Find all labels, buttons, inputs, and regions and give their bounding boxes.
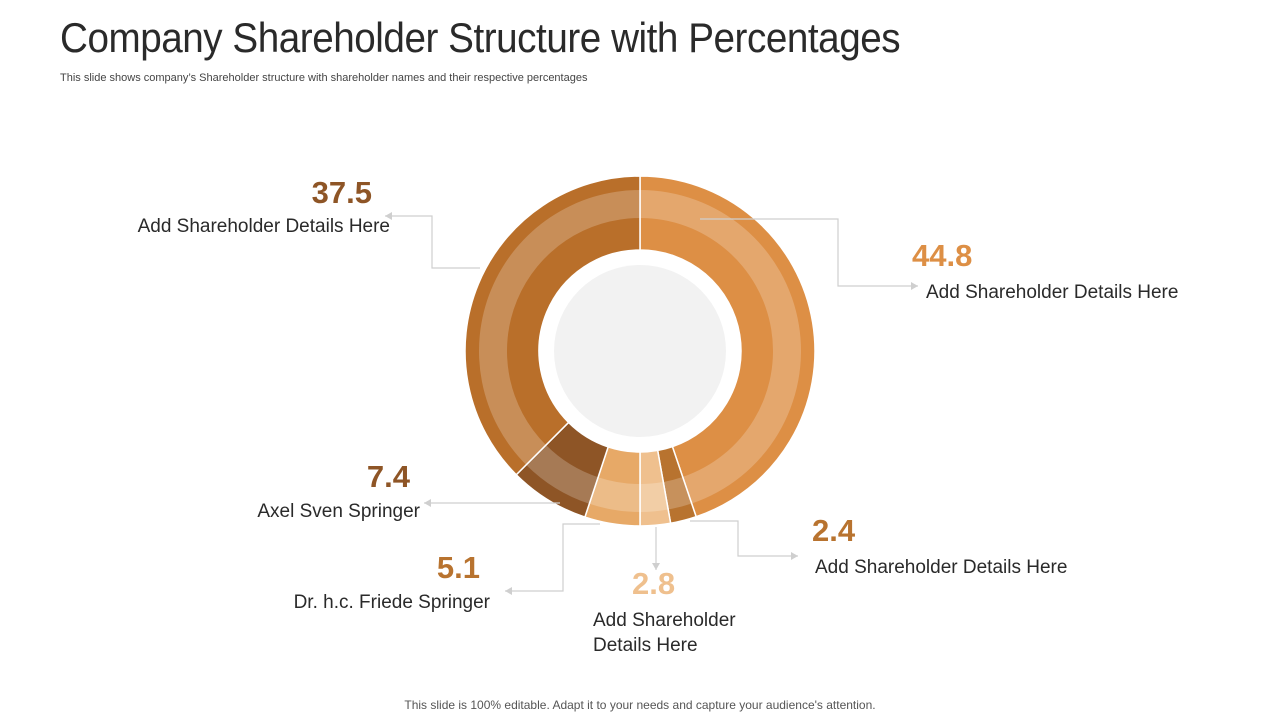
- slice-value-7-4: 7.4: [366, 459, 410, 494]
- slide-footer: This slide is 100% editable. Adapt it to…: [404, 698, 876, 712]
- slice-value-2-4: 2.4: [812, 513, 856, 548]
- slice-3: [583, 445, 641, 527]
- slice-value-5-1: 5.1: [436, 550, 480, 585]
- slice-value-37-5: 37.5: [311, 175, 372, 210]
- leader-5-1-arrow: [505, 587, 512, 595]
- slice-label-7-4: Axel Sven Springer: [257, 501, 420, 522]
- leader-2-8-arrow: [652, 563, 660, 570]
- slice-label-2-8: Add Shareholder Details Here: [593, 610, 736, 656]
- leader-44-8-arrow: [911, 282, 918, 290]
- slice-label-2-4: Add Shareholder Details Here: [815, 557, 1068, 578]
- leader-7-4-arrow: [424, 499, 431, 507]
- slide-title: Company Shareholder Structure with Perce…: [60, 14, 901, 61]
- donut-center-disc: [554, 265, 726, 437]
- leader-5-1: [505, 523, 600, 592]
- slice-band-2: [640, 481, 669, 512]
- leader-37-5: [385, 215, 480, 269]
- slice-band-5: [479, 190, 640, 465]
- slice-value-44-8: 44.8: [912, 238, 973, 273]
- slice-band-0: [640, 190, 801, 504]
- leader-37-5-arrow: [385, 212, 392, 220]
- slice-band-3: [589, 477, 640, 512]
- leader-44-8: [700, 218, 918, 287]
- slice-band-4: [526, 445, 599, 504]
- slice-band-1: [663, 476, 692, 510]
- leader-2-4-arrow: [791, 552, 798, 560]
- slice-value-2-8: 2.8: [632, 566, 676, 601]
- slide-subtitle: This slide shows company’s Shareholder s…: [60, 72, 588, 84]
- slice-label-44-8: Add Shareholder Details Here: [926, 282, 1179, 303]
- slice-label-37-5: Add Shareholder Details Here: [137, 216, 390, 237]
- slice-label-5-1: Dr. h.c. Friede Springer: [293, 592, 490, 613]
- leader-2-4: [690, 520, 798, 557]
